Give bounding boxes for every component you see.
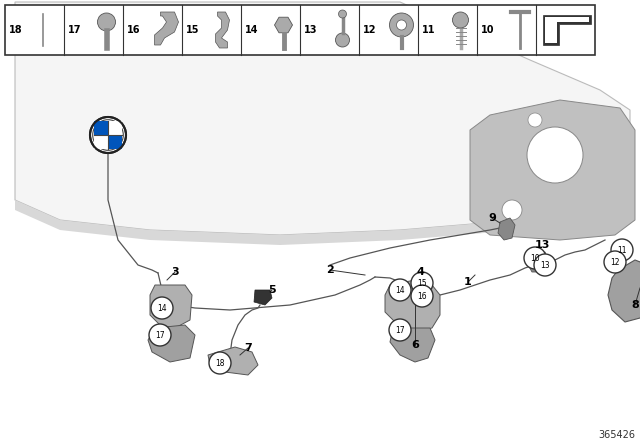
Text: 3: 3 [171,267,179,277]
Text: 6: 6 [411,340,419,350]
Circle shape [389,279,411,301]
Text: 7: 7 [244,343,252,353]
Text: 13: 13 [534,240,550,250]
Circle shape [335,33,349,47]
Polygon shape [403,305,432,348]
Circle shape [611,239,633,261]
Polygon shape [254,290,272,305]
Circle shape [411,272,433,294]
Text: 8: 8 [631,300,639,310]
Circle shape [524,247,546,269]
Text: 9: 9 [488,213,496,223]
Text: 12: 12 [363,25,376,35]
Polygon shape [108,135,122,149]
Circle shape [604,251,626,273]
Polygon shape [543,15,591,45]
Circle shape [389,319,411,341]
Polygon shape [608,260,640,322]
Circle shape [390,13,413,37]
Polygon shape [5,5,595,55]
Text: 15: 15 [417,279,427,288]
Text: 10: 10 [530,254,540,263]
Text: 18: 18 [215,358,225,367]
Polygon shape [93,135,108,149]
Circle shape [397,20,406,30]
Text: 14: 14 [157,303,167,313]
Text: 18: 18 [9,25,22,35]
Circle shape [151,297,173,319]
Circle shape [534,254,556,276]
Circle shape [528,113,542,127]
Circle shape [339,10,346,18]
Circle shape [502,200,522,220]
Circle shape [209,352,231,374]
Polygon shape [148,325,195,362]
Text: 5: 5 [268,285,276,295]
Text: 16: 16 [127,25,141,35]
Polygon shape [15,190,630,245]
Text: 365426: 365426 [598,430,635,440]
Text: 15: 15 [186,25,200,35]
Text: 17: 17 [155,331,165,340]
Circle shape [527,127,583,183]
Circle shape [452,12,468,28]
Circle shape [97,13,115,31]
Text: 11: 11 [617,246,627,254]
Polygon shape [154,12,179,45]
Text: 1: 1 [464,277,472,287]
Polygon shape [385,280,440,332]
Circle shape [149,324,171,346]
Polygon shape [216,12,230,48]
Polygon shape [545,17,589,43]
Text: 17: 17 [395,326,405,335]
Text: 4: 4 [416,267,424,277]
Text: 14: 14 [395,285,405,294]
Polygon shape [150,285,192,328]
Text: 16: 16 [417,292,427,301]
Text: 11: 11 [422,25,435,35]
Text: 10: 10 [481,25,495,35]
Polygon shape [527,252,548,272]
Text: 12: 12 [611,258,620,267]
Circle shape [93,120,124,150]
Text: 13: 13 [304,25,317,35]
Text: 13: 13 [540,260,550,270]
Circle shape [90,117,126,153]
Polygon shape [275,17,292,33]
Polygon shape [470,100,635,240]
Text: 17: 17 [68,25,81,35]
Polygon shape [208,347,258,375]
Polygon shape [390,328,435,362]
Polygon shape [93,121,108,135]
Polygon shape [15,2,630,235]
Circle shape [411,285,433,307]
Text: 2: 2 [326,265,334,275]
Polygon shape [108,121,122,135]
Polygon shape [498,218,515,240]
Text: 14: 14 [245,25,259,35]
